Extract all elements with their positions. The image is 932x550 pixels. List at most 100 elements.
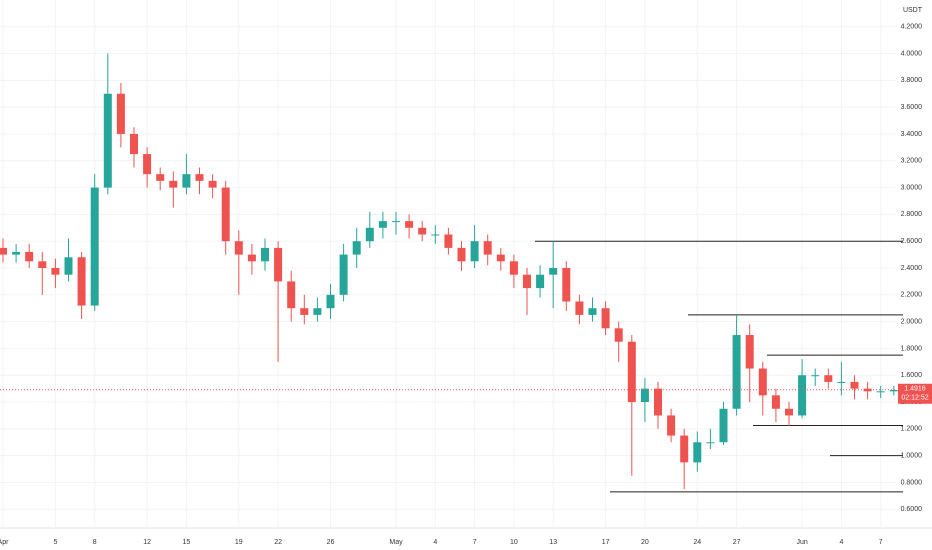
y-tick-label: 1.2000: [901, 426, 923, 433]
candle-body: [654, 388, 662, 416]
candle-body: [614, 328, 623, 342]
y-tick-label: 3.8000: [901, 77, 923, 84]
candle-body: [274, 247, 283, 282]
candle-body: [378, 221, 387, 228]
candle-body: [627, 341, 636, 403]
candle-body: [575, 301, 584, 315]
candle-body: [588, 308, 597, 315]
y-tick-label: 2.2000: [901, 292, 923, 299]
x-tick-label: 5: [53, 539, 57, 546]
candle-body: [116, 93, 125, 134]
candle-body: [405, 221, 414, 228]
x-tick-label: Jun: [796, 539, 807, 546]
x-tick-label: 24: [693, 539, 701, 546]
candle-body: [706, 442, 715, 444]
candle-body: [261, 247, 269, 262]
candle-body: [38, 261, 47, 268]
y-tick-label: 1.8000: [901, 345, 923, 352]
x-tick-label: 13: [549, 539, 557, 546]
candle-body: [562, 268, 571, 302]
candle-body: [523, 274, 531, 289]
candle-body: [247, 254, 256, 262]
y-tick-label: 2.8000: [901, 211, 923, 218]
candle-body: [103, 93, 112, 188]
candle-body: [536, 274, 545, 289]
x-tick-label: 27: [733, 539, 741, 546]
candle-body: [51, 268, 60, 275]
x-tick-label: 19: [235, 539, 243, 546]
candle-body: [824, 375, 833, 382]
candle-body: [470, 241, 479, 262]
unit-label: USDT: [903, 7, 923, 14]
candle-body: [365, 227, 374, 242]
x-tick-label: 4: [433, 539, 437, 546]
candle-body: [509, 261, 518, 275]
candle-body: [785, 408, 793, 416]
y-tick-label: 3.2000: [901, 158, 923, 165]
candle-body: [339, 254, 348, 295]
y-tick-label: 0.6000: [901, 506, 923, 513]
y-tick-label: 2.6000: [901, 238, 923, 245]
x-tick-label: May: [389, 539, 403, 546]
candle-body: [0, 247, 7, 255]
candle-body: [850, 381, 859, 389]
candle-body: [680, 435, 689, 463]
candle-body: [758, 368, 767, 396]
candle-body: [837, 381, 846, 383]
candle-body: [771, 395, 780, 409]
y-tick-label: 3.6000: [901, 104, 923, 111]
candle-body: [889, 389, 898, 392]
candle-body: [234, 241, 243, 255]
candle-body: [208, 180, 217, 188]
candle-body: [483, 241, 492, 255]
candle-body: [640, 388, 649, 403]
candle-body: [601, 308, 610, 329]
x-tick-label: 4: [839, 539, 843, 546]
x-tick-label: 12: [143, 539, 151, 546]
candle-body: [798, 375, 807, 416]
candle-body: [392, 221, 400, 223]
candle-body: [156, 174, 165, 181]
candle-body: [300, 308, 309, 315]
candle-body: [719, 408, 728, 443]
candle-body: [457, 247, 466, 262]
candle-body: [352, 241, 361, 255]
candle-body: [182, 174, 191, 188]
candle-body: [496, 254, 505, 262]
x-tick-label: 8: [93, 539, 97, 546]
candle-body: [25, 251, 34, 262]
candle-body: [876, 391, 885, 393]
candle-body: [287, 281, 296, 309]
countdown-label: 02:12:52: [901, 395, 928, 402]
y-tick-label: 1.0000: [901, 453, 923, 460]
candle-body: [326, 294, 335, 309]
y-tick-label: 0.8000: [901, 479, 923, 486]
candle-body: [549, 268, 558, 275]
candle-body: [90, 187, 99, 306]
candle-body: [195, 174, 204, 181]
y-tick-label: 3.0000: [901, 184, 923, 191]
candle-body: [811, 375, 820, 377]
candle-body: [745, 335, 754, 369]
x-tick-label: 15: [183, 539, 191, 546]
last-price-box: [898, 383, 932, 404]
y-tick-label: 2.4000: [901, 265, 923, 272]
candle-body: [77, 257, 86, 306]
candle-body: [12, 251, 21, 255]
x-tick-label: 22: [274, 539, 282, 546]
x-tick-label: Apr: [0, 539, 9, 546]
y-tick-label: 4.0000: [901, 50, 923, 57]
x-tick-label: 7: [473, 539, 477, 546]
candle-body: [732, 335, 741, 409]
y-tick-label: 1.6000: [901, 372, 923, 379]
y-tick-label: 3.4000: [901, 131, 923, 138]
candle-body: [143, 154, 152, 175]
y-tick-label: 4.2000: [901, 24, 923, 31]
candle-body: [693, 442, 702, 463]
candle-body: [444, 234, 453, 248]
candle-body: [64, 257, 73, 275]
x-tick-label: 20: [641, 539, 649, 546]
candle-body: [313, 308, 322, 315]
